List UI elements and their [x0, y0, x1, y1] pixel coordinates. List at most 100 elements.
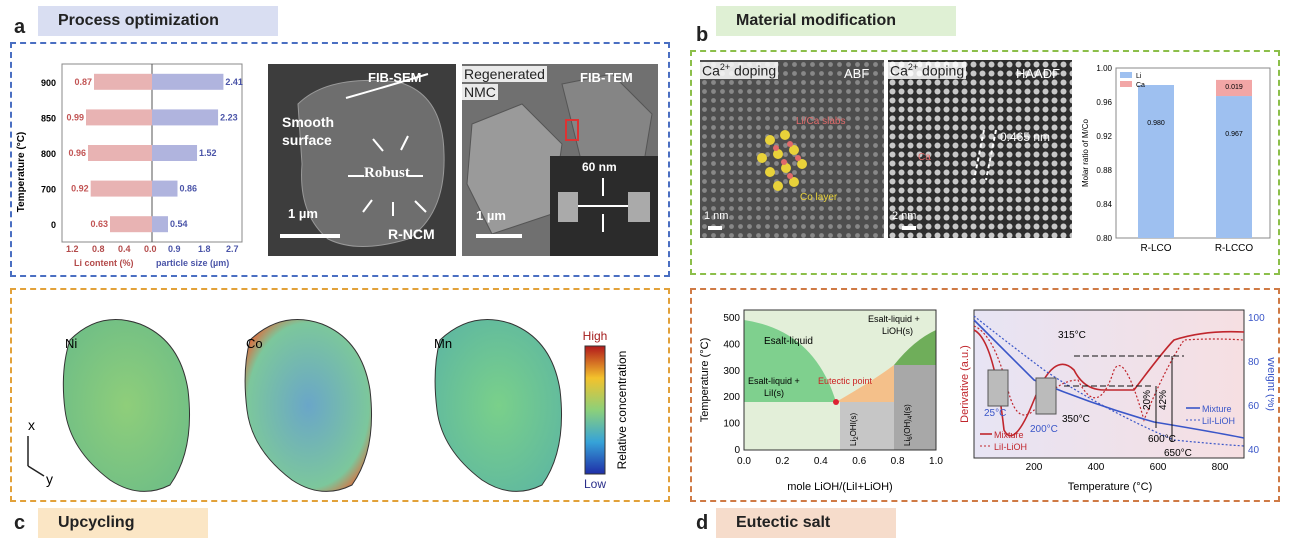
fib-sem-title: FIB-SEM — [368, 70, 421, 85]
abf-scale: 1 nm — [704, 210, 728, 222]
panel-title-b: Material modification — [716, 6, 956, 36]
phase-ytick-400: 400 — [723, 339, 740, 350]
panel-title-d: Eutectic salt — [716, 508, 896, 538]
ytick-0.84: 0.84 — [1096, 200, 1112, 209]
abf-mode: ABF — [844, 66, 869, 81]
panel-title-c: Upcycling — [38, 508, 208, 538]
molar-ratio-chart: Molar ratio of M/Co 0.80 0.84 0.88 0.92 0.96… — [1078, 58, 1274, 268]
tem-scale-label: 1 µm — [476, 208, 506, 223]
tga-ylabel-right: Weight (%) — [1265, 357, 1274, 411]
tga-chart: 315°C 350°C 600°C 650°C 25°C 200°C 20% 4… — [960, 300, 1274, 496]
size-bar-900 — [152, 74, 223, 90]
panel-label-a: a — [14, 16, 25, 39]
size-label-800: 1.52 — [199, 148, 217, 158]
ni-label: Ni — [65, 336, 77, 351]
tick-l2: 0.8 — [92, 244, 105, 254]
esalt-liquid: Esalt-liquid — [764, 336, 813, 347]
li-bar-700 — [91, 181, 152, 197]
abf-doping-label: Ca2+ doping — [700, 62, 778, 79]
p42: 42% — [1158, 390, 1169, 410]
ca-label: Ca — [918, 152, 931, 163]
phase-diagram: Temperature (°C) Esalt-liquid Esalt-liqu… — [696, 300, 946, 496]
cat-rlcco: R-LCCO — [1215, 243, 1254, 254]
phase-xtick-0.8: 0.8 — [891, 456, 905, 467]
phase-xtick-0.4: 0.4 — [814, 456, 828, 467]
legend-red-lii: LiI-LiOH — [994, 442, 1027, 452]
tick-r3: 2.7 — [226, 244, 239, 254]
legend-red-mixture: Mixture — [994, 430, 1024, 440]
li-label-800: 0.96 — [68, 148, 86, 158]
tga-ytick-80: 80 — [1248, 357, 1260, 368]
li-bar-R-LCCO — [1216, 96, 1252, 238]
tga-ytick-100: 100 — [1248, 313, 1265, 324]
temp-850: 850 — [41, 113, 56, 123]
li-bar-R-LCO — [1138, 85, 1174, 238]
phase-xlabel: mole LiOH/(LiI+LiOH) — [787, 481, 892, 493]
li-value-R-LCCO: 0.967 — [1225, 131, 1243, 138]
mn-map — [435, 320, 561, 492]
ytick-1.00: 1.00 — [1096, 64, 1112, 73]
ytick-0.96: 0.96 — [1096, 98, 1112, 107]
ylabel: Temperature (°C) — [16, 132, 27, 213]
spacing-label: 0.465 nm — [1000, 130, 1050, 144]
esalt-lii-2: LiI(s) — [764, 388, 784, 398]
li-bar-800 — [88, 145, 152, 161]
phase-xtick-0.0: 0.0 — [737, 456, 751, 467]
tick-l4: 0.0 — [144, 244, 157, 254]
li-bar-0 — [110, 216, 152, 232]
panel-label-b: b — [696, 24, 708, 47]
tick-l1: 1.2 — [66, 244, 79, 254]
t600: 600°C — [1148, 434, 1176, 445]
tga-xtick-400: 400 — [1088, 462, 1105, 473]
phase-ylabel: Temperature (°C) — [699, 338, 711, 422]
temp-800: 800 — [41, 149, 56, 159]
surface-label: surface — [282, 132, 332, 148]
phase-xtick-1.0: 1.0 — [929, 456, 943, 467]
size-label-850: 2.23 — [220, 112, 238, 122]
size-label-900: 2.41 — [225, 77, 243, 87]
ytick-0.92: 0.92 — [1096, 132, 1112, 141]
haadf-mode: HAADF — [1016, 66, 1060, 81]
li-content-particle-size-chart: Temperature (°C) 900 850 800 700 0 0.87 2.41 0… — [14, 52, 250, 274]
axis-y: y — [46, 471, 53, 487]
legend-li: Li — [1136, 73, 1142, 80]
colorbar-low: Low — [584, 477, 606, 491]
esalt-lii-1: Esalt-liquid + — [748, 376, 800, 386]
haadf-scale: 2 nm — [892, 210, 916, 222]
t650: 650°C — [1164, 448, 1192, 459]
tick-r2: 1.8 — [198, 244, 211, 254]
eutectic-label: Eutectic point — [818, 376, 873, 386]
tick-l3: 0.4 — [118, 244, 131, 254]
size-bar-850 — [152, 109, 218, 125]
ytick-0.80: 0.80 — [1096, 234, 1112, 243]
tem-title-2: NMC — [462, 84, 498, 100]
tga-xtick-200: 200 — [1026, 462, 1043, 473]
tem-thickness: 60 nm — [582, 160, 617, 174]
li-label-850: 0.99 — [66, 112, 84, 122]
phase-ytick-200: 200 — [723, 392, 740, 403]
t315: 315°C — [1058, 330, 1086, 341]
legend-ca: Ca — [1136, 82, 1145, 89]
xlabel-left: Li content (%) — [74, 258, 134, 268]
li-bar-900 — [94, 74, 152, 90]
panel-title-a: Process optimization — [38, 6, 278, 36]
co-label: Co — [246, 336, 263, 351]
tem-title-1: Regenerated — [462, 66, 547, 82]
t350: 350°C — [1062, 414, 1090, 425]
axis-x: x — [28, 417, 35, 433]
phase-xtick-0.6: 0.6 — [852, 456, 866, 467]
panel-label-d: d — [696, 512, 708, 535]
colorbar — [585, 346, 605, 474]
panel-label-c: c — [14, 512, 25, 535]
esalt-lioh-2: LiOH(s) — [882, 326, 913, 336]
li-value-R-LCO: 0.980 — [1147, 120, 1165, 127]
t25: 25°C — [984, 408, 1006, 419]
t200: 200°C — [1030, 424, 1058, 435]
size-bar-800 — [152, 145, 197, 161]
legend-blue-mixture: Mixture — [1202, 404, 1232, 414]
smooth-label: Smooth — [282, 114, 334, 130]
size-label-0: 0.54 — [170, 219, 188, 229]
li-label-700: 0.92 — [71, 184, 89, 194]
ca-value-R-LCCO: 0.019 — [1225, 84, 1243, 91]
tick-r1: 0.9 — [168, 244, 181, 254]
